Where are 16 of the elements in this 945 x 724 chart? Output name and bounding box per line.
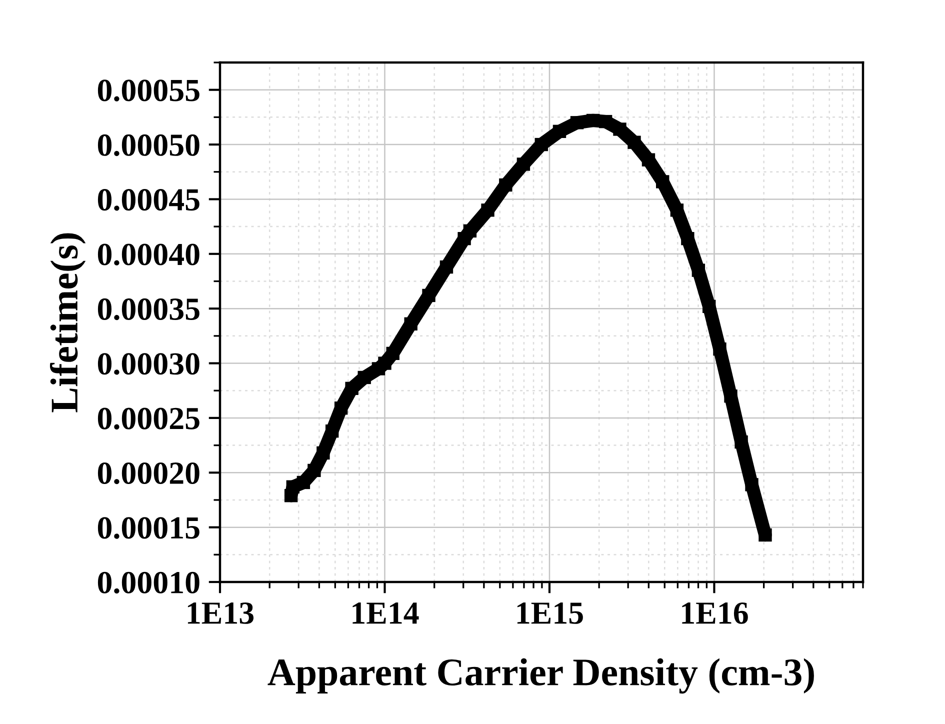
x-tick-label: 1E15: [517, 602, 583, 624]
x-tick-label: 1E13: [188, 602, 254, 624]
y-tick-label: 0.00030: [98, 353, 200, 375]
y-tick-label: 0.00015: [98, 517, 200, 539]
y-axis-title: Lifetime(s): [50, 233, 86, 412]
y-tick-label: 0.00050: [98, 134, 200, 156]
x-axis-title: Apparent Carrier Density (cm-3): [268, 658, 814, 694]
y-tick-label: 0.00045: [98, 189, 200, 211]
y-tick-label: 0.00020: [98, 462, 200, 484]
y-tick-label: 0.00035: [98, 298, 200, 320]
y-tick-label: 0.00010: [98, 572, 200, 594]
y-tick-label: 0.00025: [98, 408, 200, 430]
y-tick-label: 0.00055: [98, 80, 200, 102]
y-tick-label: 0.00040: [98, 244, 200, 266]
x-tick-label: 1E14: [352, 602, 419, 624]
x-tick-label: 1E16: [682, 602, 748, 624]
